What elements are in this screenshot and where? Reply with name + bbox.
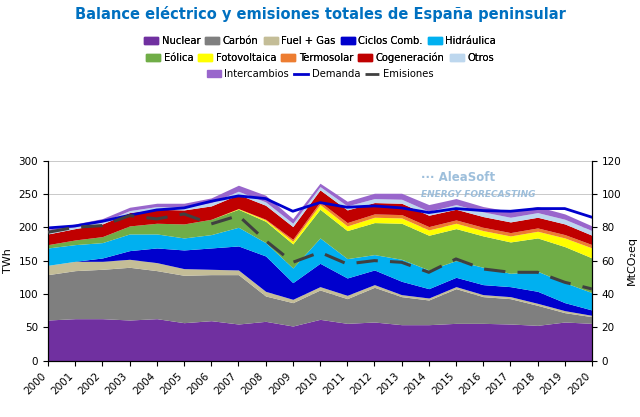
Text: Balance eléctrico y emisiones totales de España peninsular: Balance eléctrico y emisiones totales de… — [75, 6, 565, 22]
Text: ENERGY FORECASTING: ENERGY FORECASTING — [420, 190, 535, 198]
Y-axis label: MtCO₂eq: MtCO₂eq — [627, 236, 637, 285]
Legend: Eólica, Fotovoltaica, Termosolar, Cogeneración, Otros: Eólica, Fotovoltaica, Termosolar, Cogene… — [142, 49, 498, 67]
Text: ∙∙∙ AleaSoft: ∙∙∙ AleaSoft — [420, 171, 495, 183]
Legend: Nuclear, Carbón, Fuel + Gas, Ciclos Comb., Hidráulica: Nuclear, Carbón, Fuel + Gas, Ciclos Comb… — [140, 32, 500, 50]
Legend: Intercambios, Demanda, Emisiones: Intercambios, Demanda, Emisiones — [203, 65, 437, 83]
Y-axis label: TWh: TWh — [3, 248, 13, 273]
